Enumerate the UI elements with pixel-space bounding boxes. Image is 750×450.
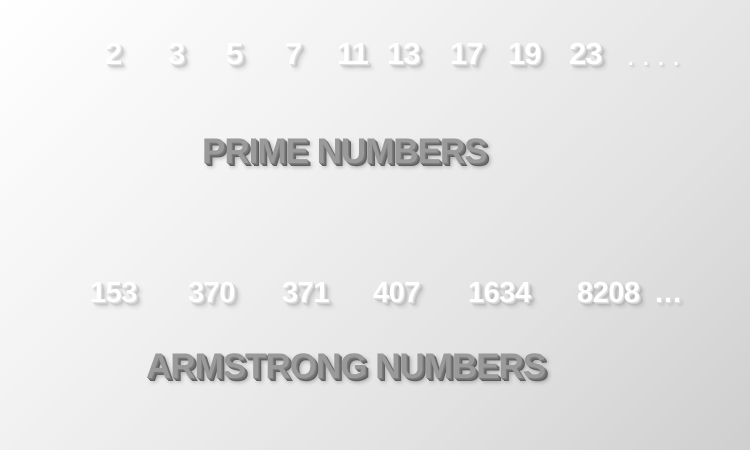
prime-number: 23 — [569, 36, 602, 71]
armstrong-number: 407 — [373, 277, 420, 309]
armstrong-numbers-heading: ARMSTRONG NUMBERS — [146, 347, 546, 386]
armstrong-number: 8208 — [577, 277, 640, 309]
armstrong-number: 1634 — [468, 277, 531, 309]
prime-number: 7 — [285, 36, 302, 71]
prime-number: 19 — [508, 36, 541, 71]
prime-number: 3 — [168, 36, 185, 71]
prime-numbers-heading: PRIME NUMBERS — [202, 132, 488, 171]
armstrong-number: 370 — [188, 277, 235, 309]
prime-number: 11 — [337, 36, 369, 71]
prime-number: 2 — [105, 36, 122, 71]
prime-number: 13 — [387, 36, 420, 71]
prime-number: 5 — [226, 36, 243, 71]
prime-number: 17 — [450, 36, 483, 71]
armstrong-number: 153 — [90, 277, 137, 309]
armstrong-ellipsis: ... — [655, 277, 683, 309]
prime-ellipsis: . . . . — [628, 48, 681, 70]
armstrong-number: 371 — [282, 277, 329, 309]
